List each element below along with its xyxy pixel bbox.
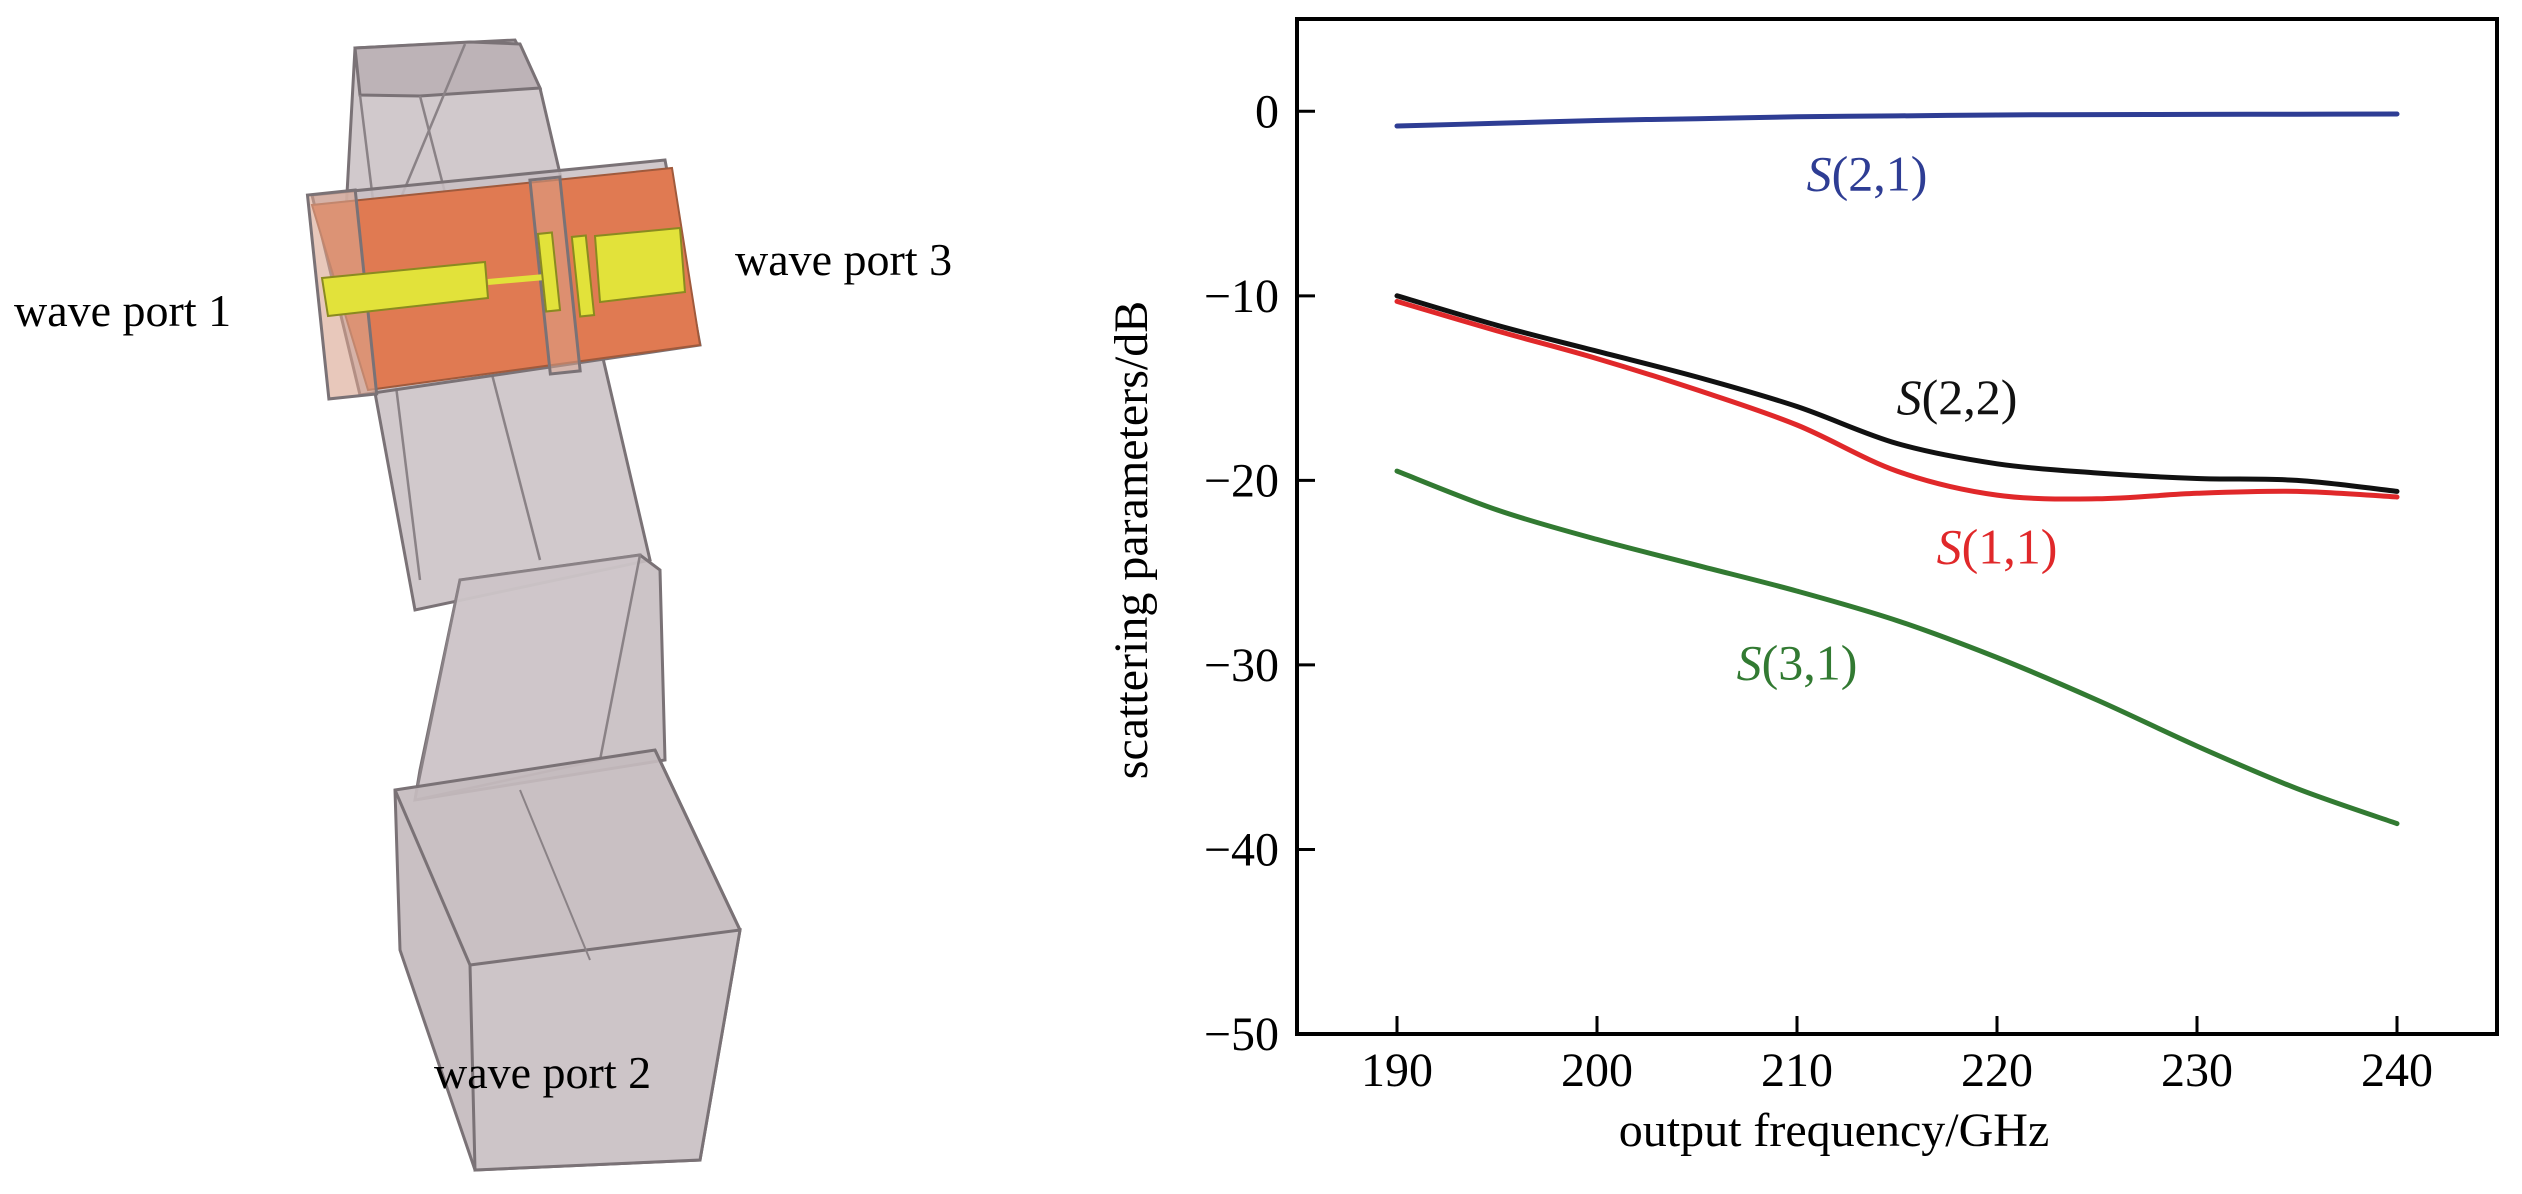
series-labels: S(2,1) S(2,2) S(1,1) S(3,1) [1737, 146, 2058, 691]
axis-ticks [1297, 109, 2399, 1036]
axis-tick-labels: 190 200 210 220 230 240 0 −10 −20 −30 −40 −50 [1204, 85, 2433, 1097]
series-label-s-3-1: S(3,1) [1737, 635, 1858, 691]
y-tick-label: −30 [1204, 639, 1279, 692]
series-line-s-2-1 [1394, 111, 2400, 129]
waveguide-arm-edge [398, 43, 467, 201]
y-axis-label: scattering parameters/dB [1105, 301, 1158, 779]
x-tick-label: 190 [1361, 1044, 1433, 1097]
x-tick-label: 200 [1561, 1044, 1633, 1097]
output-block-edge [519, 789, 591, 961]
x-tick-label: 210 [1761, 1044, 1833, 1097]
series-line-s-2-2 [1394, 293, 2400, 494]
microstrip-filter-a [536, 231, 562, 313]
microstrip-thin [487, 274, 546, 285]
chart: 190 200 210 220 230 240 0 −10 −20 −30 −40 −50 S(2,1… [1105, 17, 2499, 1157]
x-tick-label: 220 [1961, 1044, 2033, 1097]
y-tick-label: −50 [1204, 1008, 1279, 1061]
microstrip-left [320, 260, 490, 318]
waveguide-structure-illustration: wave port 1 wave port 3 wave port 2 [14, 38, 952, 1172]
series-line-s-1-1 [1394, 298, 2400, 502]
x-axis-label: output frequency/GHz [1619, 1104, 2050, 1157]
series-line-s-3-1 [1394, 468, 2400, 827]
output-block-edge [393, 789, 472, 966]
x-tick-label: 240 [2361, 1044, 2433, 1097]
series-label-s-2-1: S(2,1) [1807, 146, 1928, 202]
port-2-label: wave port 2 [434, 1047, 651, 1098]
x-tick-label: 230 [2161, 1044, 2233, 1097]
y-tick-label: −10 [1204, 270, 1279, 323]
y-tick-label: −20 [1204, 454, 1279, 507]
y-tick-label: 0 [1255, 85, 1279, 138]
plot-frame [1295, 17, 2499, 1036]
microstrip-filter-b [570, 234, 596, 318]
series-label-s-1-1: S(1,1) [1937, 518, 2058, 574]
series-lines [1394, 111, 2400, 827]
port-3-label: wave port 3 [735, 234, 952, 285]
series-label-s-2-2: S(2,2) [1897, 369, 2018, 425]
port-1-label: wave port 1 [14, 285, 231, 336]
output-block-front-face [468, 928, 742, 1172]
output-block-edge [653, 749, 742, 931]
microstrip-right [593, 226, 687, 304]
y-tick-label: −40 [1204, 823, 1279, 876]
